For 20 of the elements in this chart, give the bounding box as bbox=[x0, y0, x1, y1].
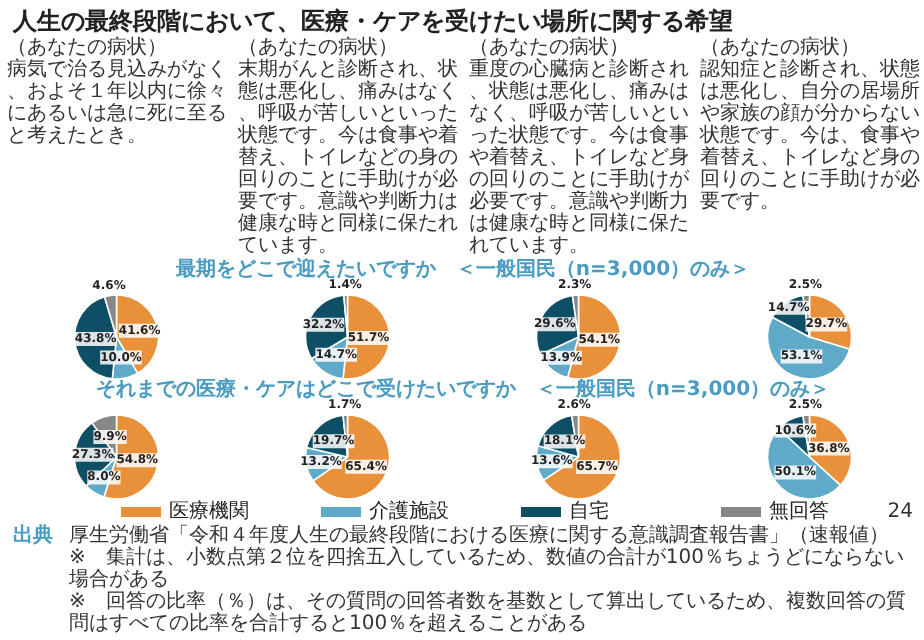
text: （あなたの病状） bbox=[7, 35, 167, 59]
chart-subtitle: 最期をどこで迎えたいですか ＜一般国民（n=3,000）のみ＞ bbox=[173, 257, 751, 281]
text: ※ 回答の比率（％）は、その質問の回答者数を基数として算出しているため、複数回答の質問はすべての比率を合計すると100％を超えることがある bbox=[69, 589, 906, 635]
text: （あなたの病状） bbox=[469, 35, 629, 59]
legend-label: 医療機関 bbox=[169, 499, 249, 523]
text: 認知症と診断され、状態は悪化し、自分の居場所や家族の顔が分からない状態です。今は、食事や着替え、トイレなど身の回りのことに手助けが必要です。 bbox=[698, 57, 920, 213]
text: 24 bbox=[887, 501, 914, 523]
text: 重度の心臓病と診断され、状態は悪化し、痛みはなく、呼吸が苦しいといった状態です。今は食事や着替え、トイレなど身の回りのことに手助けが必要です。意識や判断力は健康な時と同様に保たれています。 bbox=[469, 59, 689, 257]
legend-label: 自宅 bbox=[569, 499, 609, 523]
text: 厚生労働省「令和４年度人生の最終段階における医療に関する意識調査報告書」（速報値） bbox=[69, 523, 889, 547]
text: それまでの医療・ケアはどこで受けたいですか ＜一般国民（n=3,000）のみ＞ bbox=[95, 377, 831, 401]
text: 出典 bbox=[13, 523, 53, 547]
text: 病気で治る見込みがなく、およそ１年以内に徐々にあるいは急に死に至ると考えたとき。 bbox=[7, 57, 227, 147]
text: 人生の最終段階において、医療・ケアを受けたい場所に関する希望 bbox=[11, 7, 733, 35]
legend-label: 介護施設 bbox=[369, 499, 449, 523]
legend-label: 無回答 bbox=[769, 499, 829, 523]
text: （あなたの病状） bbox=[700, 35, 860, 59]
text: （あなたの病状） bbox=[238, 35, 398, 59]
text: ※ 集計は、小数点第２位を四捨五入しているため、数値の合計が100％ちょうどにならない場合がある bbox=[67, 545, 904, 591]
text: 末期がんと診断され、状態は悪化し、痛みはなく、呼吸が苦しいといった状態です。今は食事や着替え、トイレなどの身の回りのことに手助けが必要です。意識や判断力は健康な時と同様に保たれています。 bbox=[238, 59, 458, 257]
